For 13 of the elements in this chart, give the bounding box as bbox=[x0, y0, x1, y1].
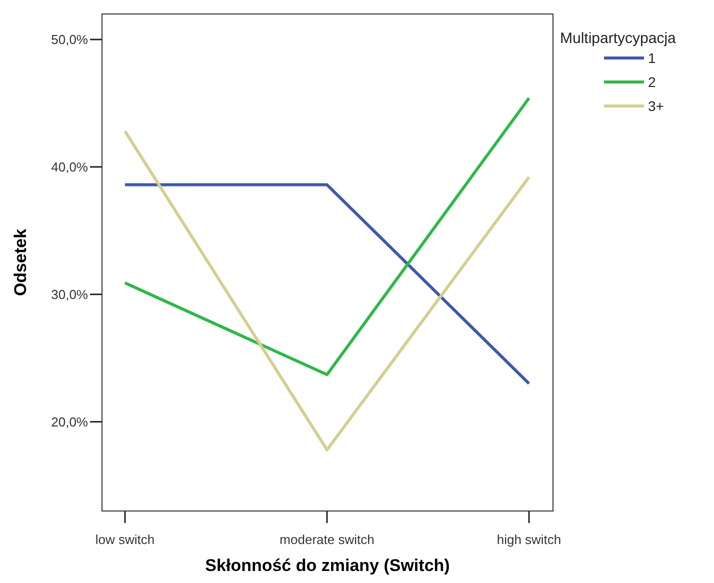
legend-label: 1 bbox=[648, 50, 656, 66]
legend-title: Multipartycypacja bbox=[560, 30, 677, 47]
y-tick-label: 40,0% bbox=[51, 159, 88, 174]
y-tick-label: 50,0% bbox=[51, 32, 88, 48]
legend-label: 3+ bbox=[648, 98, 664, 114]
x-tick-label: high switch bbox=[496, 532, 562, 547]
y-axis-title: Odsetek bbox=[11, 228, 30, 296]
x-tick-label: moderate switch bbox=[280, 532, 374, 547]
y-tick-label: 30,0% bbox=[51, 286, 88, 302]
legend-label: 2 bbox=[648, 74, 656, 90]
y-tick-label: 20,0% bbox=[51, 414, 88, 430]
x-axis-title: Skłonność do zmiany (Switch) bbox=[205, 556, 450, 575]
x-tick-label: low switch bbox=[95, 532, 155, 547]
